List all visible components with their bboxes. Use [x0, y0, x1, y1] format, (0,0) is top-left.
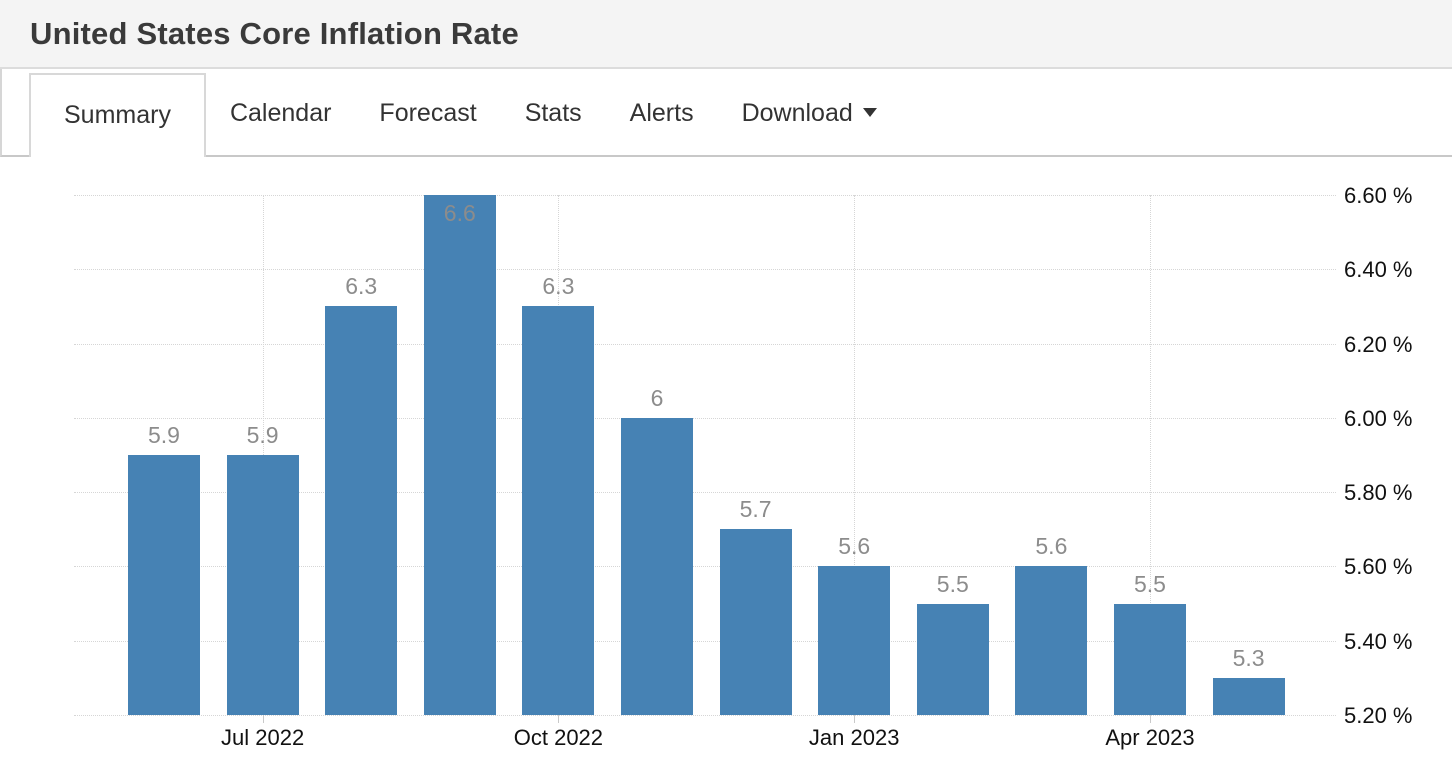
page-header: United States Core Inflation Rate: [0, 0, 1452, 69]
gridline-horizontal: [74, 492, 1336, 494]
tab-label: Calendar: [229, 99, 332, 127]
y-axis-label: 5.40 %: [1344, 628, 1413, 654]
y-axis-label: 6.60 %: [1344, 183, 1413, 208]
tab-label: Summary: [64, 101, 171, 129]
bar-jan-2023[interactable]: [818, 566, 891, 715]
bar-value-label: 5.9: [148, 422, 180, 448]
x-axis-tick: [854, 715, 856, 723]
bar-value-label: 6: [650, 384, 664, 411]
gridline-horizontal: [74, 269, 1336, 271]
x-axis-label: Jan 2023: [808, 725, 900, 750]
bar-value-label: 6.6: [443, 200, 476, 226]
bar-dec-2022[interactable]: [719, 529, 792, 715]
bar-value-label: 5.5: [1134, 570, 1166, 597]
y-axis-label: 6.00 %: [1344, 405, 1413, 431]
tab-bar: Summary Calendar Forecast Stats Alerts Downlo…: [0, 69, 1452, 157]
bar-value-label: 5.7: [739, 496, 772, 523]
dropdown-caret-icon: [862, 107, 877, 117]
gridline-horizontal: [74, 640, 1336, 642]
tab-alerts[interactable]: Alerts: [606, 73, 718, 155]
bar-may-2023[interactable]: [1212, 677, 1285, 715]
y-axis-label: 6.20 %: [1344, 331, 1413, 357]
tab-download[interactable]: Download: [718, 73, 901, 155]
x-axis-label: Jul 2022: [221, 725, 305, 750]
x-axis-label: Apr 2023: [1105, 725, 1195, 750]
bar-jun-2022[interactable]: [128, 455, 200, 715]
bar-value-label: 5.5: [936, 570, 969, 597]
gridline-vertical: [1150, 195, 1151, 715]
bar-sep-2022[interactable]: [423, 195, 496, 715]
tab-label: Forecast: [379, 99, 477, 127]
x-axis-tick: [558, 715, 560, 723]
gridline-horizontal: [74, 715, 1336, 716]
tab-forecast[interactable]: Forecast: [355, 73, 500, 155]
bar-value-label: 5.6: [838, 533, 871, 560]
gridline-horizontal: [74, 343, 1336, 345]
bar-value-label: 5.6: [1035, 533, 1068, 560]
bar-feb-2023[interactable]: [916, 603, 989, 715]
bar-value-label: 6.3: [542, 273, 575, 300]
tab-label: Stats: [524, 99, 582, 127]
y-axis-label: 5.60 %: [1344, 554, 1413, 580]
tab-stats[interactable]: Stats: [501, 73, 606, 155]
bar-apr-2023[interactable]: [1114, 603, 1186, 715]
tab-summary[interactable]: Summary: [29, 73, 206, 157]
gridline-horizontal: [74, 417, 1336, 419]
bar-nov-2022[interactable]: [621, 417, 693, 715]
bar-value-label: 6.3: [345, 273, 378, 300]
tab-calendar[interactable]: Calendar: [206, 73, 355, 155]
bar-oct-2022[interactable]: [522, 306, 595, 715]
gridline-vertical: [854, 195, 856, 715]
bar-jul-2022[interactable]: [226, 455, 299, 715]
bar-aug-2022[interactable]: [325, 306, 398, 715]
bar-value-label: 5.3: [1232, 644, 1265, 671]
bar-mar-2023[interactable]: [1015, 566, 1088, 715]
gridline-horizontal: [74, 566, 1336, 568]
y-axis-label: 5.80 %: [1344, 480, 1413, 506]
x-axis-tick: [1150, 715, 1151, 723]
x-axis-tick: [262, 715, 264, 723]
y-axis-label: 6.40 %: [1344, 257, 1413, 283]
bar-value-label: 5.9: [246, 422, 279, 448]
tab-label: Download: [741, 99, 853, 127]
gridline-horizontal: [74, 195, 1336, 196]
page-title: United States Core Inflation Rate: [30, 16, 519, 51]
chart-area: 6.60 % 6.40 % 6.20 % 6.00 % 5.80 % 5.60 % 5.40…: [0, 157, 1452, 776]
tab-label: Alerts: [629, 99, 694, 127]
y-axis-label: 5.20 %: [1344, 703, 1413, 728]
x-axis-label: Oct 2022: [513, 725, 604, 750]
